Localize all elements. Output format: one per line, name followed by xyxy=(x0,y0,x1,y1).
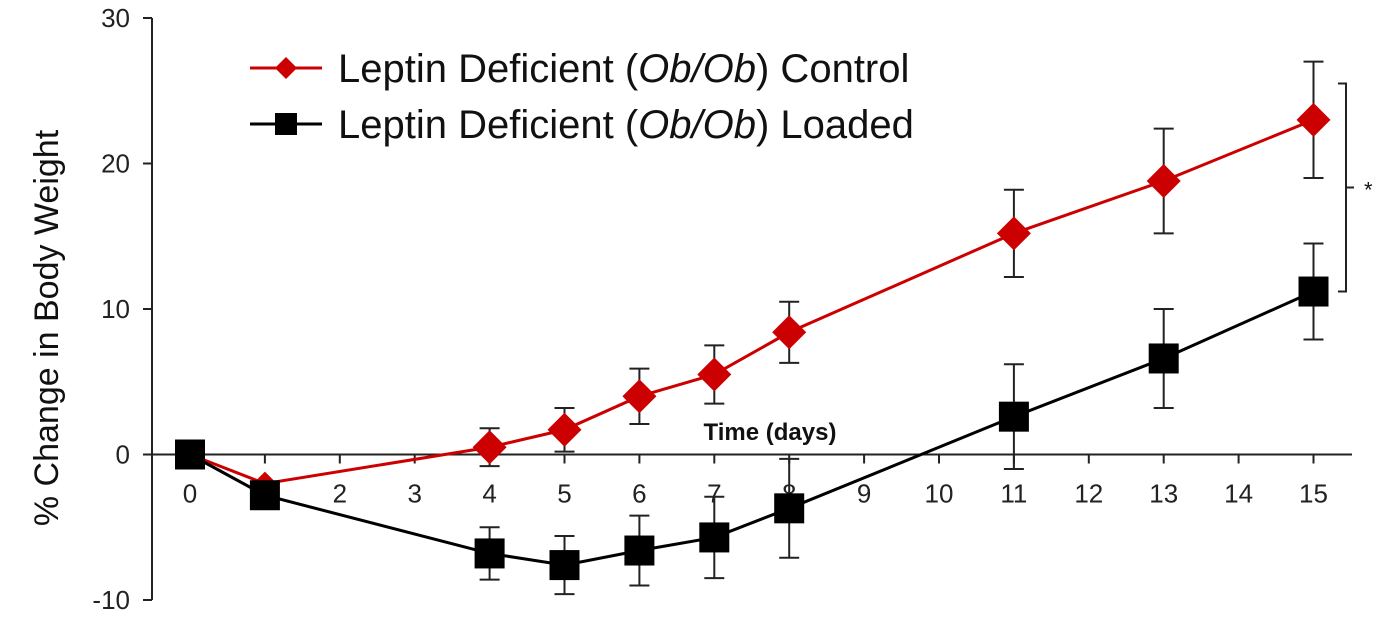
x-axis-title: Time (days) xyxy=(704,419,837,446)
legend-item: Leptin Deficient (Ob/Ob) Loaded xyxy=(250,103,914,147)
series-1 xyxy=(175,242,1329,596)
x-tick-label: 12 xyxy=(1074,479,1103,509)
legend-label-part: ) Control xyxy=(756,47,909,91)
y-tick-label: 30 xyxy=(101,3,130,33)
x-tick-label: 10 xyxy=(925,479,954,509)
data-point-square xyxy=(774,493,805,524)
data-point-diamond xyxy=(547,412,582,447)
x-tick-label: 14 xyxy=(1224,479,1253,509)
significance-marker: * xyxy=(1364,178,1373,203)
x-tick-label: 2 xyxy=(333,479,347,509)
series-layer xyxy=(175,60,1331,596)
legend-label-part: ) Loaded xyxy=(756,103,914,147)
data-point-square xyxy=(249,480,280,511)
data-point-square xyxy=(175,439,205,470)
series-line xyxy=(189,290,1315,567)
legend-label-part: Ob/Ob xyxy=(638,47,756,91)
data-point-square xyxy=(1148,343,1179,374)
data-point-square xyxy=(699,522,730,553)
data-point-square xyxy=(549,550,580,581)
data-point-square xyxy=(998,401,1029,432)
data-point-diamond xyxy=(772,315,807,350)
legend-label-part: Ob/Ob xyxy=(638,103,756,147)
y-axis-title: % Change in Body Weight xyxy=(28,129,66,526)
axes: -1001020300123456789101112131415* xyxy=(92,3,1373,615)
significance-bracket xyxy=(1338,82,1347,293)
x-tick-label: 6 xyxy=(632,479,646,509)
legend-marker-square xyxy=(275,113,297,135)
y-tick-label: -10 xyxy=(92,585,130,615)
data-point-diamond xyxy=(697,357,732,392)
legend-label: Leptin Deficient (Ob/Ob) Loaded xyxy=(338,103,914,147)
legend-label-part: Leptin Deficient ( xyxy=(338,103,639,147)
series-line xyxy=(189,118,1315,486)
legend-marker-diamond xyxy=(275,57,297,79)
data-point-diamond xyxy=(622,379,657,414)
y-tick-label: 0 xyxy=(116,440,130,470)
data-point-square xyxy=(474,538,505,569)
y-tick-label: 10 xyxy=(101,294,130,324)
x-tick-label: 5 xyxy=(557,479,571,509)
x-tick-label: 11 xyxy=(1000,479,1027,509)
legend-label: Leptin Deficient (Ob/Ob) Control xyxy=(338,47,909,91)
data-point-square xyxy=(1298,276,1329,307)
x-tick-label: 4 xyxy=(482,479,496,509)
x-tick-label: 0 xyxy=(183,479,197,509)
x-tick-label: 13 xyxy=(1149,479,1178,509)
data-point-square xyxy=(624,535,655,566)
legend-label-part: Leptin Deficient ( xyxy=(338,47,639,91)
legend-item: Leptin Deficient (Ob/Ob) Control xyxy=(250,47,909,91)
data-point-diamond xyxy=(1146,163,1181,198)
x-tick-label: 3 xyxy=(407,479,421,509)
data-point-diamond xyxy=(472,430,507,465)
x-tick-label: 7 xyxy=(707,479,721,509)
y-tick-label: 20 xyxy=(101,149,130,179)
x-tick-label: 9 xyxy=(857,479,871,509)
data-point-diamond xyxy=(996,216,1031,251)
x-tick-label: 15 xyxy=(1299,479,1328,509)
data-point-diamond xyxy=(1296,102,1331,137)
